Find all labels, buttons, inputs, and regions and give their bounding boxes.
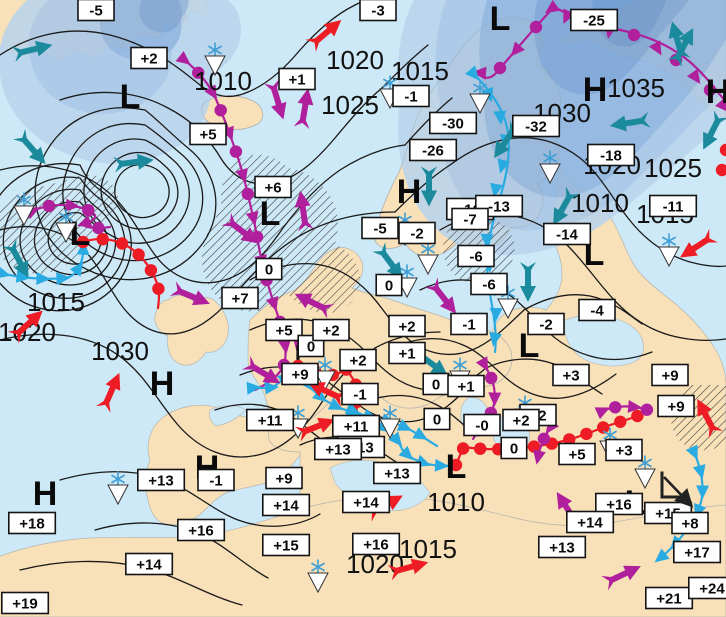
- svg-text:+5: +5: [275, 322, 292, 339]
- svg-text:-3: -3: [371, 2, 384, 19]
- svg-text:-1: -1: [209, 472, 222, 489]
- svg-text:0: 0: [432, 376, 440, 393]
- svg-text:+18: +18: [19, 515, 44, 532]
- svg-text:1015: 1015: [391, 56, 449, 86]
- svg-text:0: 0: [433, 411, 441, 428]
- svg-text:+11: +11: [344, 418, 369, 435]
- svg-text:L: L: [446, 448, 467, 486]
- svg-text:1025: 1025: [644, 153, 702, 183]
- svg-text:0: 0: [265, 261, 273, 278]
- svg-text:-2: -2: [410, 225, 423, 242]
- svg-text:+13: +13: [384, 465, 409, 482]
- svg-text:-5: -5: [89, 2, 102, 19]
- svg-text:-11: -11: [663, 198, 684, 215]
- svg-text:-30: -30: [442, 115, 464, 132]
- svg-text:+11: +11: [258, 412, 283, 429]
- svg-text:L: L: [260, 195, 281, 233]
- svg-text:+21: +21: [656, 590, 681, 607]
- svg-text:+14: +14: [577, 514, 603, 531]
- svg-text:+5: +5: [568, 446, 585, 463]
- svg-text:-5: -5: [373, 220, 386, 237]
- svg-text:1030: 1030: [91, 336, 149, 366]
- svg-text:-14: -14: [556, 226, 578, 243]
- svg-text:+2: +2: [398, 318, 415, 335]
- svg-text:+14: +14: [136, 556, 162, 573]
- svg-text:+9: +9: [661, 367, 678, 384]
- svg-text:-1: -1: [462, 316, 475, 333]
- svg-text:0: 0: [510, 440, 518, 457]
- svg-text:L: L: [120, 78, 141, 116]
- svg-text:-1: -1: [353, 386, 366, 403]
- svg-text:+8: +8: [681, 515, 698, 532]
- svg-text:+14: +14: [273, 497, 299, 514]
- svg-text:+3: +3: [615, 442, 632, 459]
- svg-text:+6: +6: [264, 179, 281, 196]
- svg-text:H: H: [706, 73, 726, 111]
- svg-text:+1: +1: [457, 378, 474, 395]
- svg-text:1025: 1025: [321, 90, 379, 120]
- svg-text:+2: +2: [322, 322, 339, 339]
- svg-text:+15: +15: [273, 537, 298, 554]
- svg-text:-1: -1: [404, 88, 417, 105]
- svg-text:1010: 1010: [427, 487, 485, 517]
- svg-text:1015: 1015: [27, 287, 85, 317]
- svg-text:-0: -0: [475, 417, 488, 434]
- svg-text:-6: -6: [482, 276, 495, 293]
- svg-text:+7: +7: [231, 290, 248, 307]
- svg-text:+1: +1: [398, 345, 415, 362]
- svg-text:L: L: [490, 0, 511, 38]
- svg-text:-2: -2: [539, 316, 552, 333]
- svg-text:H: H: [583, 71, 608, 109]
- svg-text:-32: -32: [525, 118, 547, 135]
- svg-text:1020: 1020: [326, 45, 384, 75]
- svg-text:1035: 1035: [607, 73, 665, 103]
- svg-text:-4: -4: [590, 302, 604, 319]
- svg-text:1010: 1010: [571, 188, 629, 218]
- svg-text:+3: +3: [562, 367, 579, 384]
- svg-text:+13: +13: [148, 472, 173, 489]
- svg-text:+14: +14: [353, 494, 379, 511]
- svg-text:+5: +5: [199, 126, 216, 143]
- svg-text:-25: -25: [583, 12, 605, 29]
- svg-text:1010: 1010: [194, 66, 252, 96]
- svg-text:0: 0: [385, 277, 393, 294]
- svg-text:+2: +2: [140, 50, 157, 67]
- svg-text:+16: +16: [363, 536, 388, 553]
- svg-text:+1: +1: [288, 71, 305, 88]
- svg-text:-6: -6: [469, 248, 482, 265]
- svg-text:+24: +24: [699, 580, 725, 597]
- svg-text:+13: +13: [325, 441, 350, 458]
- svg-text:+16: +16: [188, 522, 213, 539]
- svg-text:+13: +13: [549, 539, 574, 556]
- svg-text:1015: 1015: [399, 534, 457, 564]
- svg-text:-7: -7: [463, 211, 476, 228]
- svg-text:+19: +19: [12, 595, 37, 612]
- svg-text:+2: +2: [512, 412, 529, 429]
- svg-text:+2: +2: [349, 352, 366, 369]
- svg-text:H: H: [397, 173, 422, 211]
- svg-text:H: H: [33, 475, 58, 513]
- svg-text:-26: -26: [422, 142, 444, 159]
- svg-text:-18: -18: [600, 147, 622, 164]
- svg-text:H: H: [150, 365, 175, 403]
- svg-text:+17: +17: [684, 544, 709, 561]
- svg-text:+9: +9: [291, 366, 308, 383]
- svg-text:-13: -13: [488, 198, 510, 215]
- svg-text:+9: +9: [275, 470, 292, 487]
- svg-text:+9: +9: [667, 398, 684, 415]
